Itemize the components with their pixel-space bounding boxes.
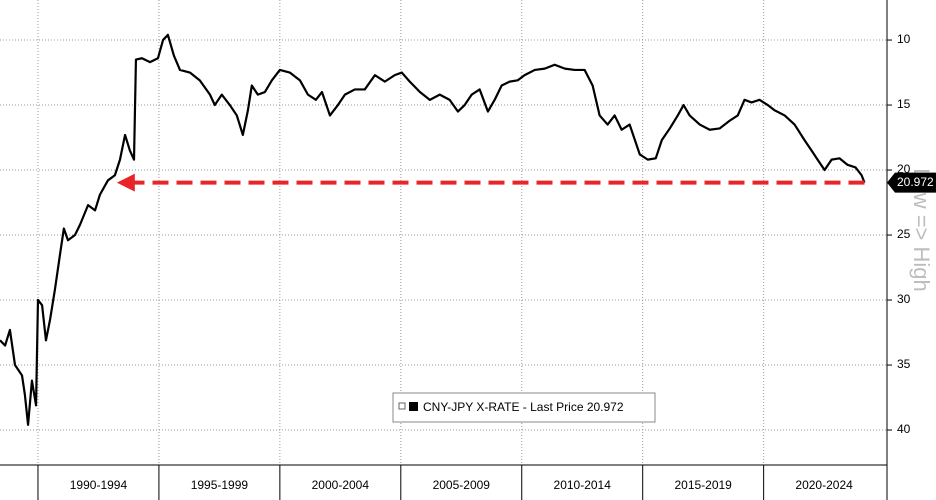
y-tick-label: 10 [897, 32, 911, 46]
last-price-label: 20.972 [897, 175, 934, 189]
y-tick-label: 40 [897, 422, 911, 436]
legend-box [392, 392, 656, 423]
y-tick-label: 25 [897, 227, 911, 241]
x-tick-label: 2010-2014 [554, 478, 612, 492]
x-tick-label: 2015-2019 [674, 478, 732, 492]
y-tick-label: 15 [897, 97, 911, 111]
legend-toggle [398, 402, 406, 410]
legend: CNY-JPY X-RATE - Last Price 20.972 [392, 392, 656, 423]
x-tick-label: 1990-1994 [70, 478, 128, 492]
legend-label: CNY-JPY X-RATE - Last Price 20.972 [423, 400, 624, 414]
x-tick-label: 2000-2004 [312, 478, 370, 492]
y-tick-label: 35 [897, 357, 911, 371]
x-tick-label: 1995-1999 [191, 478, 249, 492]
arrow-head [116, 173, 135, 192]
x-tick-label: 2020-2024 [795, 478, 853, 492]
last-price-badge [887, 172, 936, 193]
y-tick-label: 30 [897, 292, 911, 306]
x-tick-label: 2005-2009 [433, 478, 491, 492]
legend-swatch [409, 402, 418, 411]
data-line [0, 33, 866, 426]
